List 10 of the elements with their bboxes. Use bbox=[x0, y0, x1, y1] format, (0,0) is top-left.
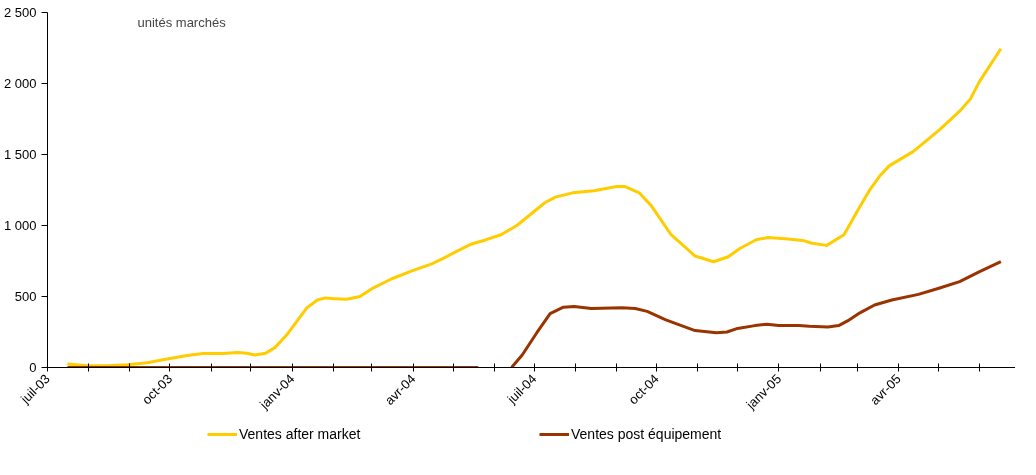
y-tick-label: 2 000 bbox=[3, 76, 37, 91]
legend-label: Ventes post équipement bbox=[571, 426, 723, 442]
y-tick-label: 2 500 bbox=[3, 5, 37, 20]
y-tick-label: 1 500 bbox=[3, 147, 37, 162]
line-series bbox=[65, 47, 1003, 368]
annotation: unités marchés bbox=[137, 14, 227, 30]
legend-label: Ventes after market bbox=[239, 426, 362, 442]
y-tick-label: 1 000 bbox=[3, 218, 37, 233]
y-tick-label: 500 bbox=[14, 289, 37, 304]
y-tick-label: 0 bbox=[29, 360, 37, 375]
